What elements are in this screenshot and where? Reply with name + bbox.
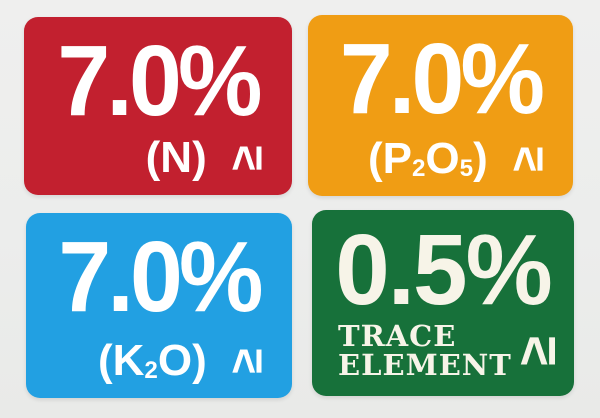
- formula-text: (N: [145, 133, 193, 182]
- formula-text: O: [157, 336, 193, 385]
- formula-text: ): [192, 336, 207, 385]
- trace-element-percentage: 0.5%: [335, 214, 552, 326]
- trace-element-label-line2: ELEMENT: [338, 348, 512, 382]
- formula-text: ): [473, 134, 488, 183]
- card-trace-element: 0.5% TRACE ELEMENT ≥: [312, 210, 574, 396]
- card-nitrogen: 7.0% (N) ≥: [24, 17, 292, 195]
- card-phosphorus: 7.0% (P2O5) ≥: [308, 15, 573, 196]
- potassium-percentage: 7.0%: [58, 221, 263, 333]
- card-potassium: 7.0% (K2O) ≥: [26, 213, 292, 398]
- nitrogen-percentage: 7.0%: [57, 25, 262, 137]
- formula-subscript: 5: [459, 155, 474, 183]
- greater-equal-icon: ≥: [500, 146, 553, 172]
- trace-element-label: TRACE ELEMENT: [338, 322, 512, 380]
- formula-subscript: 2: [144, 357, 158, 385]
- formula-subscript: 2: [411, 155, 426, 183]
- potassium-label-row: (K2O) ≥: [98, 338, 271, 384]
- nitrogen-formula-label: (N): [146, 136, 207, 180]
- trace-element-label-line1: TRACE: [338, 319, 457, 353]
- potassium-formula-label: (K2O): [98, 339, 207, 383]
- nitrogen-label-row: (N) ≥: [146, 135, 272, 181]
- greater-equal-icon: ≥: [219, 348, 272, 374]
- formula-text: ): [192, 133, 207, 182]
- formula-text: O: [425, 134, 460, 183]
- phosphorus-percentage: 7.0%: [339, 23, 545, 135]
- formula-text: (K: [97, 336, 145, 385]
- greater-equal-icon: ≥: [219, 145, 272, 171]
- trace-element-label-row: TRACE ELEMENT ≥: [338, 322, 567, 380]
- formula-text: (P: [367, 134, 412, 183]
- greater-equal-icon: ≥: [506, 336, 567, 366]
- phosphorus-formula-label: (P2O5): [368, 137, 488, 181]
- phosphorus-label-row: (P2O5) ≥: [368, 136, 552, 182]
